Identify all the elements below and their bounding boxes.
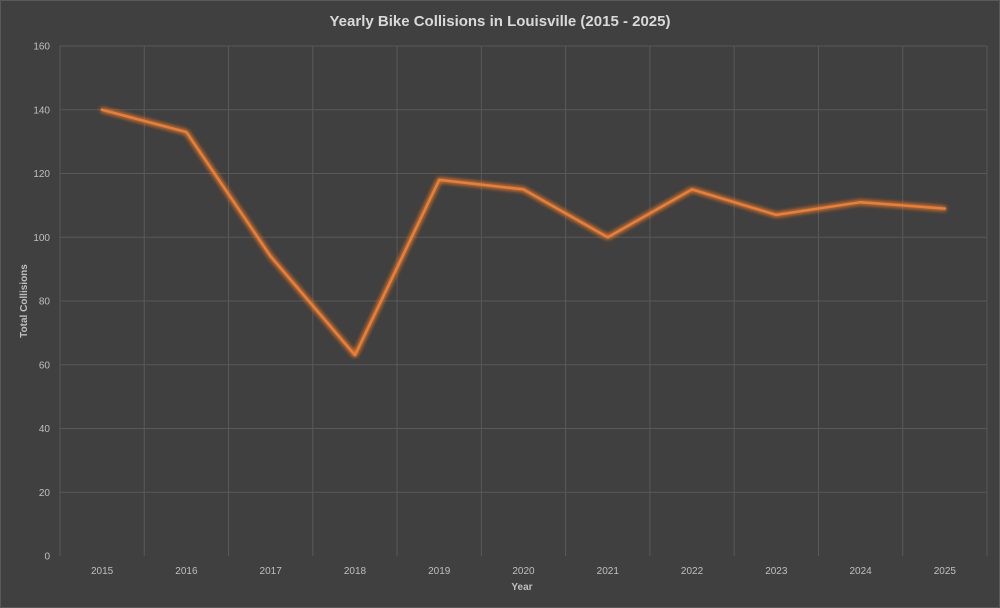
x-tick-label: 2025 xyxy=(934,566,957,577)
gridlines xyxy=(59,45,988,556)
y-axis-title: Total Collisions xyxy=(19,264,30,338)
x-axis-ticks: 2015 2016 2017 2018 2019 2020 2021 2022 2023 2024… xyxy=(91,566,956,577)
data-point-2025 xyxy=(943,207,947,210)
data-point-2018 xyxy=(353,353,357,357)
data-point-2024 xyxy=(859,200,862,204)
x-tick-label: 2022 xyxy=(681,566,704,577)
x-tick-label: 2019 xyxy=(428,566,451,577)
x-tick-label: 2016 xyxy=(175,566,198,577)
y-tick-label: 100 xyxy=(33,233,50,244)
y-tick-label: 140 xyxy=(33,105,50,116)
y-tick-label: 60 xyxy=(39,360,51,371)
y-tick-label: 0 xyxy=(44,552,50,563)
x-tick-label: 2018 xyxy=(344,566,367,577)
x-tick-label: 2020 xyxy=(512,566,535,577)
x-tick-label: 2023 xyxy=(765,566,788,577)
data-point-2019 xyxy=(438,178,441,182)
data-point-2015 xyxy=(100,108,104,111)
x-tick-label: 2021 xyxy=(597,566,620,577)
series-layer xyxy=(100,108,947,357)
data-point-2016 xyxy=(185,130,188,134)
y-tick-label: 20 xyxy=(39,488,51,499)
y-tick-label: 80 xyxy=(39,297,51,308)
chart-title: Yearly Bike Collisions in Louisville (20… xyxy=(330,13,671,30)
y-tick-label: 160 xyxy=(33,42,50,53)
y-axis-ticks: 0 20 40 60 80 100 120 140 160 xyxy=(33,42,50,563)
x-axis-title: Year xyxy=(511,582,532,593)
y-tick-label: 40 xyxy=(39,424,51,435)
x-tick-label: 2015 xyxy=(91,566,114,577)
data-point-2021 xyxy=(606,236,609,239)
x-tick-label: 2024 xyxy=(849,566,872,577)
x-tick-label: 2017 xyxy=(260,566,283,577)
data-point-2023 xyxy=(775,213,778,217)
data-point-2017 xyxy=(269,255,272,258)
y-tick-label: 120 xyxy=(33,169,50,180)
data-point-2022 xyxy=(690,188,694,191)
data-point-2020 xyxy=(522,188,525,191)
